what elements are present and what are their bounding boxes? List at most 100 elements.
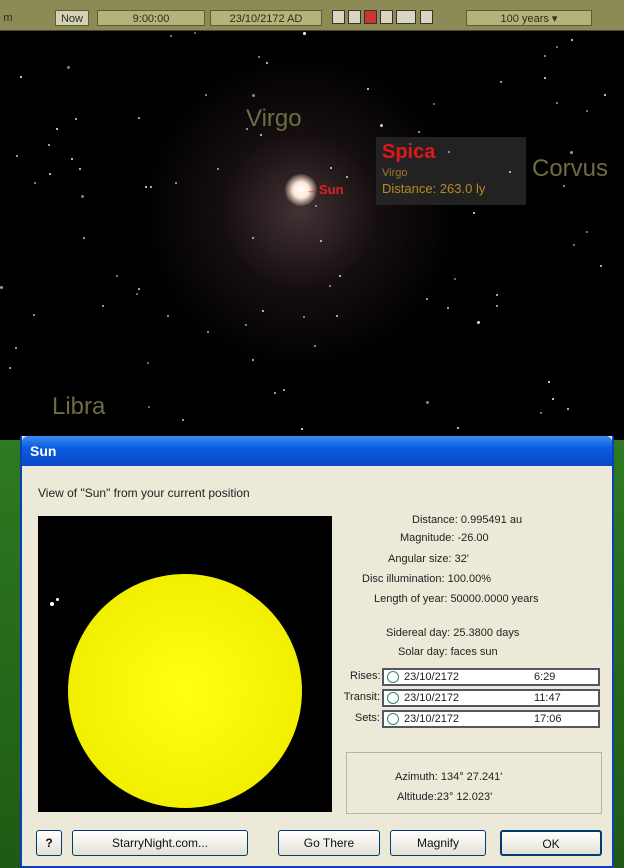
star [147,362,149,364]
star [600,265,602,267]
star [320,240,322,242]
star [448,151,450,153]
star [556,46,558,48]
info-line: Sidereal day: 25.3800 days [386,627,519,639]
star [540,412,542,414]
sun-label: →Sun [306,182,344,197]
sky-view[interactable]: Virgo Corvus Libra →Sun Spica Virgo Dist… [0,31,624,451]
constellation-label: Corvus [532,155,608,183]
star [301,428,303,430]
star [339,275,341,277]
rewind-button[interactable] [332,10,345,24]
dialog-button[interactable]: StarryNight.com... [72,830,248,856]
star [500,81,502,83]
star [75,118,77,120]
star [426,401,429,404]
popup-distance: Distance: 263.0 ly [382,181,485,196]
star [20,76,22,78]
star [102,305,104,307]
star [329,285,331,287]
event-date: 23/10/2172 [404,670,459,684]
sun-view [38,516,332,812]
star [116,275,118,277]
event-label: Sets: [350,712,380,724]
star [336,315,338,317]
star [81,195,84,198]
star [207,331,209,333]
star [246,128,248,130]
star [48,144,50,146]
star [586,231,588,233]
star [433,103,435,105]
date-field[interactable]: 23/10/2172 AD [210,10,322,26]
star [274,392,276,394]
star [552,398,554,400]
star [34,182,36,184]
star [604,94,606,96]
star [182,419,184,421]
star [71,158,73,160]
info-line: Disc illumination: 100.00% [362,573,491,585]
star [217,168,219,170]
help-button[interactable]: ? [36,830,62,856]
azimuth: Azimuth: 134° 27.241' [395,771,502,783]
dialog-button[interactable]: Magnify [390,830,486,856]
star [266,62,268,64]
star [50,602,54,606]
star [367,88,369,90]
forward-button[interactable] [396,10,416,24]
toolbar: m Now 9:00:00 23/10/2172 AD 100 years ▾ [0,0,624,31]
star [252,359,254,361]
star [56,128,58,130]
star [473,212,475,214]
star [136,293,138,295]
sun-disc [68,574,302,808]
star [258,56,260,58]
star [315,205,317,207]
info-line: Solar day: faces sun [398,646,498,658]
star [457,427,459,429]
star [570,151,573,154]
star [283,389,285,391]
star [205,94,207,96]
time-field[interactable]: 9:00:00 [97,10,205,26]
event-icon [387,692,399,704]
end-button[interactable] [420,10,433,24]
star [573,244,575,246]
star [380,124,383,127]
play-button[interactable] [380,10,393,24]
star [447,307,449,309]
star [150,186,152,188]
star [9,367,11,369]
star [175,182,177,184]
now-button[interactable]: Now [55,10,89,26]
star [148,406,150,408]
star [245,324,247,326]
time-step-field[interactable]: 100 years ▾ [466,10,592,26]
star [79,168,81,170]
back-button[interactable] [348,10,361,24]
star [556,102,558,104]
star [509,171,511,173]
event-row: 23/10/217217:06 [382,710,600,728]
info-line: Angular size: 32' [388,553,469,565]
star [194,32,196,34]
info-dialog: Sun View of "Sun" from your current posi… [20,436,614,868]
star [418,131,420,133]
popup-constellation: Virgo [382,167,407,179]
position-group: Azimuth: 134° 27.241' Altitude:23° 12.02… [346,752,602,814]
landscape [0,440,22,868]
star [16,155,18,157]
star [544,77,546,79]
dialog-button[interactable]: Go There [278,830,380,856]
star [544,55,546,57]
dialog-button[interactable]: OK [500,830,602,856]
info-line: Length of year: 50000.0000 years [374,593,539,605]
stop-button[interactable] [364,10,377,24]
star [303,32,306,35]
star [167,315,169,317]
constellation-label: Virgo [246,105,302,133]
star [346,176,348,178]
event-time: 6:29 [534,670,555,684]
